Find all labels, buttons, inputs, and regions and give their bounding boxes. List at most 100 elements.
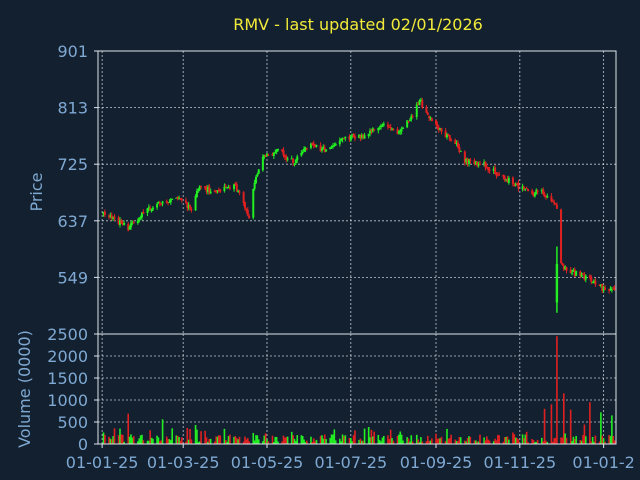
candle-body [492,168,495,171]
candle-body [554,203,557,205]
chart-title: RMV - last updated 02/01/2026 [233,15,483,34]
candle-body [367,133,370,136]
volume-bar [267,441,270,444]
candle-body [399,130,402,132]
candle-body [411,115,414,117]
date-axis-ticks: 01-01-25 01-03-25 01-05-25 01-07-25 01-09-25… [66,444,635,472]
candle-body [320,148,323,151]
volume-bar [531,439,533,444]
volume-bar [104,434,106,444]
volume-bar [580,440,583,444]
volume-bar [536,439,539,444]
candle-body [388,127,391,129]
candle-body [473,160,476,165]
volume-bar [117,435,120,444]
volume-bar [600,412,602,444]
volume-bar [382,435,385,444]
candle-body [396,129,399,134]
candle-body [112,217,115,219]
candle-body [147,207,150,209]
candle-body [331,145,334,147]
candle-body [478,163,481,165]
volume-bar [110,439,113,444]
volume-bar [304,442,307,444]
candle-body [613,288,616,290]
volume-bar [197,442,200,444]
volume-bar [351,441,353,444]
volume-bar [286,436,289,444]
candle-body [176,196,179,200]
volume-bar [181,437,183,444]
candle-body [150,209,153,212]
volume-bar [227,436,230,444]
candle-body [208,186,211,193]
candle-body [246,209,249,216]
volume-bar [389,429,392,444]
volume-bars [102,336,616,444]
volume-bar [344,435,347,444]
candle-body [583,275,586,280]
candle-body [389,126,392,129]
candle-body [370,129,373,132]
candle-body [439,127,442,130]
candle-body [378,127,381,129]
volume-bar [506,436,509,444]
candle-body [216,190,219,192]
volume-bar [431,438,433,444]
volume-bar [426,435,429,444]
candle-body [477,163,480,166]
volume-bar [157,437,160,444]
candle-body [582,273,585,275]
volume-bar [252,432,255,444]
volume-bar [132,436,135,444]
date-tick-label: 01-03-25 [147,453,220,472]
volume-bar [300,435,303,444]
volume-bar [102,432,105,444]
volume-bar [459,437,462,444]
candle-body [590,277,593,282]
candle-body [513,185,516,187]
candle-body [224,186,227,188]
volume-bar [572,436,575,444]
volume-bar [248,441,250,444]
volume-bar [465,441,468,444]
candle-body [506,178,509,183]
date-tick-label: 01-11-25 [484,453,557,472]
volume-bar [120,434,123,444]
volume-bar [417,439,419,444]
candle-body [532,194,535,197]
candle-body [406,120,409,128]
candle-body [180,198,183,200]
candle-body [447,134,450,136]
candle-body [465,159,468,163]
candle-body [463,151,466,163]
candle-body [540,190,543,192]
candle-body [466,158,469,164]
volume-bar [200,431,202,444]
volume-bar [238,436,241,444]
candle-body [507,178,510,183]
candle-body [282,150,285,156]
volume-bar [224,440,227,444]
candle-body [103,211,106,216]
volume-bar [290,431,293,444]
candle-body [353,136,356,139]
volume-bar [565,437,568,444]
volume-bar [524,434,527,444]
candle-body [341,138,344,140]
volume-bar [407,438,410,444]
candle-body [301,151,304,153]
candle-body [314,144,317,147]
volume-bar [447,438,450,444]
volume-bar [146,440,149,444]
volume-bar [150,437,153,444]
candle-body [531,190,534,194]
volume-bar [398,434,400,444]
volume-axis-label: Volume (0000) [15,330,34,448]
candle-body [371,128,374,132]
candle-body [132,222,135,224]
candle-body [514,183,517,186]
candle-body [579,271,582,276]
candle-body [146,208,149,214]
volume-bar [235,437,238,444]
